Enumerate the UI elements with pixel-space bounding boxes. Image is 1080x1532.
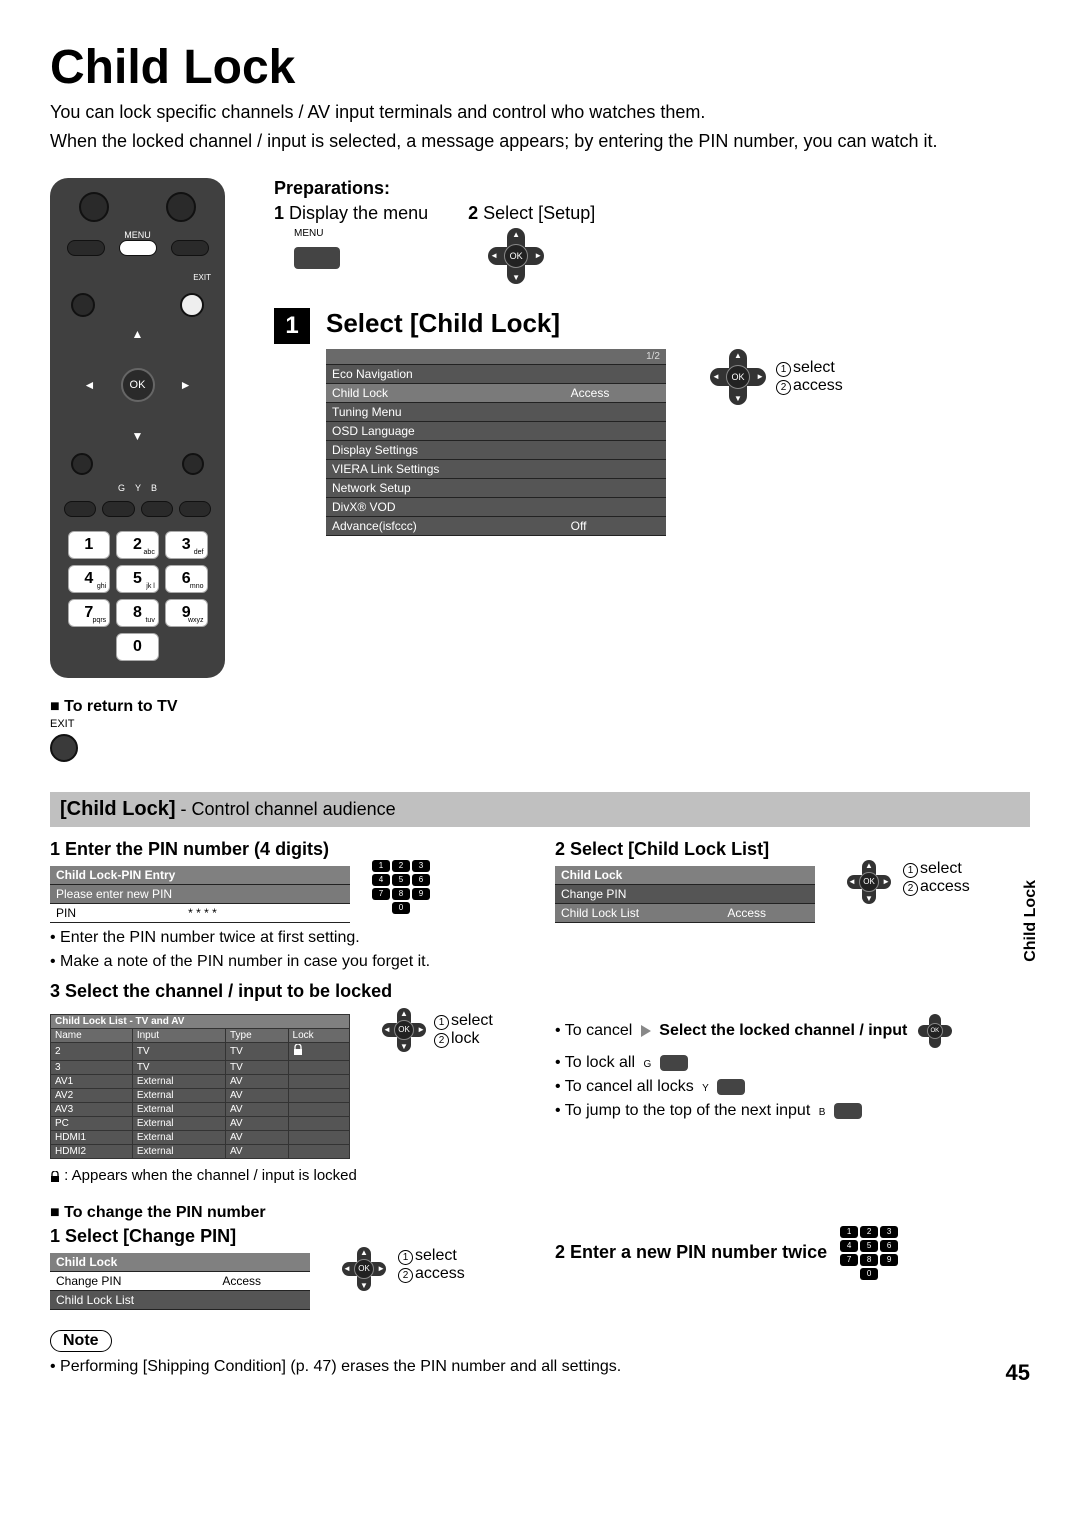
callout-select: 1select [776,359,843,377]
num-8[interactable]: 8tuv [116,599,159,627]
callout-select: 1select [434,1012,493,1030]
green-button-icon[interactable] [660,1055,688,1071]
num-6[interactable]: 6mno [165,565,208,593]
menu-button[interactable] [119,240,157,256]
num-7[interactable]: 7pqrs [68,599,111,627]
lock-icon [293,1044,303,1056]
num-1[interactable]: 1 [68,531,111,559]
change-pin-heading: To change the PIN number [50,1204,1030,1222]
callout-select: 1select [398,1247,465,1265]
exit-button-icon[interactable] [50,734,78,762]
ok-nav-icon[interactable]: ▲▼ ◄► OK [342,1247,386,1291]
step-number: 1 [274,308,310,344]
prep-step-1: 1 Display the menu [274,203,428,224]
num-0[interactable]: 0 [116,633,159,661]
change-pin-step1: 1 Select [Change PIN] [50,1226,525,1247]
num-2[interactable]: 2abc [116,531,159,559]
side-tab: Child Lock [1022,880,1040,962]
dpad-up-icon[interactable]: ▲ [132,327,144,341]
remote-round-button[interactable] [71,453,93,475]
remote-control: MENU EXIT ▲ ▼ ◄ ► OK [50,178,225,678]
ok-nav-icon[interactable]: ▲▼ ◄► OK [847,860,891,904]
intro-text-2: When the locked channel / input is selec… [50,130,1030,153]
callout-access: 2access [903,878,970,896]
menu-button-icon[interactable] [294,247,340,269]
mini-keypad-icon: 123 456 789 0 [840,1226,898,1280]
lock-list-table: Child Lock List - TV and AV Name Input T… [50,1014,350,1159]
remote-pill-button[interactable] [171,240,209,256]
step-title: Select [Child Lock] [326,308,1030,339]
exit-button[interactable] [180,293,204,317]
setup-menu-table: 1/2 Eco Navigation Child LockAccess Tuni… [326,349,666,536]
ok-nav-icon[interactable]: OK [918,1014,952,1048]
ok-nav-icon[interactable]: ▲ ▼ ◄ ► OK [710,349,766,405]
preparations-heading: Preparations: [274,178,1030,199]
callout-access: 2access [776,377,843,395]
callout-lock: 2lock [434,1030,493,1048]
lock-caption: : Appears when the channel / input is lo… [50,1167,525,1184]
action-cancel-all: To cancel all locks Y [555,1078,1030,1096]
color-g-button[interactable] [102,501,134,517]
remote-pill-button[interactable] [67,240,105,256]
dpad-down-icon[interactable]: ▼ [132,429,144,443]
dpad-left-icon[interactable]: ◄ [84,378,96,392]
num-9[interactable]: 9wxyz [165,599,208,627]
dpad[interactable]: ▲ ▼ ◄ ► OK [78,325,198,445]
color-g-label: G [118,483,125,493]
remote-round-button[interactable] [71,293,95,317]
action-cancel: To cancel Select the locked channel / in… [555,1014,1030,1048]
remote-round-button[interactable] [182,453,204,475]
arrow-right-icon [641,1025,651,1037]
ok-button[interactable]: OK [121,368,155,402]
ok-nav-icon[interactable]: ▲ ▼ ◄ ► OK [488,228,544,284]
page-number: 45 [1006,1360,1030,1386]
mini-keypad-icon: 123 456 789 0 [372,860,430,914]
callout-select: 1select [903,860,970,878]
intro-text-1: You can lock specific channels / AV inpu… [50,101,1030,124]
num-3[interactable]: 3def [165,531,208,559]
exit-label: EXIT [193,273,211,282]
remote-round-button[interactable] [166,192,196,222]
ok-nav-icon[interactable]: ▲▼ ◄► OK [382,1008,426,1052]
pin-entry-table: Child Lock-PIN Entry Please enter new PI… [50,866,350,923]
select-list-heading: 2 Select [Child Lock List] [555,839,1030,860]
menu-label: MENU [124,230,151,240]
return-to-tv-heading: To return to TV [50,698,250,716]
num-5[interactable]: 5jk l [116,565,159,593]
menu-icon-label: MENU [294,228,428,239]
num-4[interactable]: 4ghi [68,565,111,593]
numpad: 1 2abc 3def 4ghi 5jk l 6mno 7pqrs 8tuv 9… [68,531,208,661]
callout-access: 2access [398,1265,465,1283]
prep-step-2: 2 Select [Setup] [468,203,595,224]
select-channel-heading: 3 Select the channel / input to be locke… [50,981,1030,1002]
enter-pin-heading: 1 Enter the PIN number (4 digits) [50,839,525,860]
action-jump: To jump to the top of the next input B [555,1102,1030,1120]
note-text: Performing [Shipping Condition] (p. 47) … [50,1358,1030,1376]
note-label: Note [50,1330,112,1352]
remote-power-button[interactable] [79,192,109,222]
yellow-button-icon[interactable] [717,1079,745,1095]
action-lock-all: To lock all G [555,1054,1030,1072]
color-b-label: B [151,483,157,493]
change-pin-step2: 2 Enter a new PIN number twice 123 456 7… [555,1226,1030,1280]
color-b-button[interactable] [179,501,211,517]
exit-text: EXIT [50,718,250,730]
color-y-button[interactable] [141,501,173,517]
page-title: Child Lock [50,40,1030,95]
color-y-label: Y [135,483,141,493]
blue-button-icon[interactable] [834,1103,862,1119]
pin-note-1: Enter the PIN number twice at first sett… [50,929,525,947]
pin-note-2: Make a note of the PIN number in case yo… [50,953,525,971]
change-pin-table: Child Lock Change PINAccess Child Lock L… [50,1253,310,1310]
child-lock-menu-table: Child Lock Change PIN Child Lock ListAcc… [555,866,815,923]
child-lock-section-bar: [Child Lock] - Control channel audience [50,792,1030,827]
color-r-button[interactable] [64,501,96,517]
dpad-right-icon[interactable]: ► [180,378,192,392]
